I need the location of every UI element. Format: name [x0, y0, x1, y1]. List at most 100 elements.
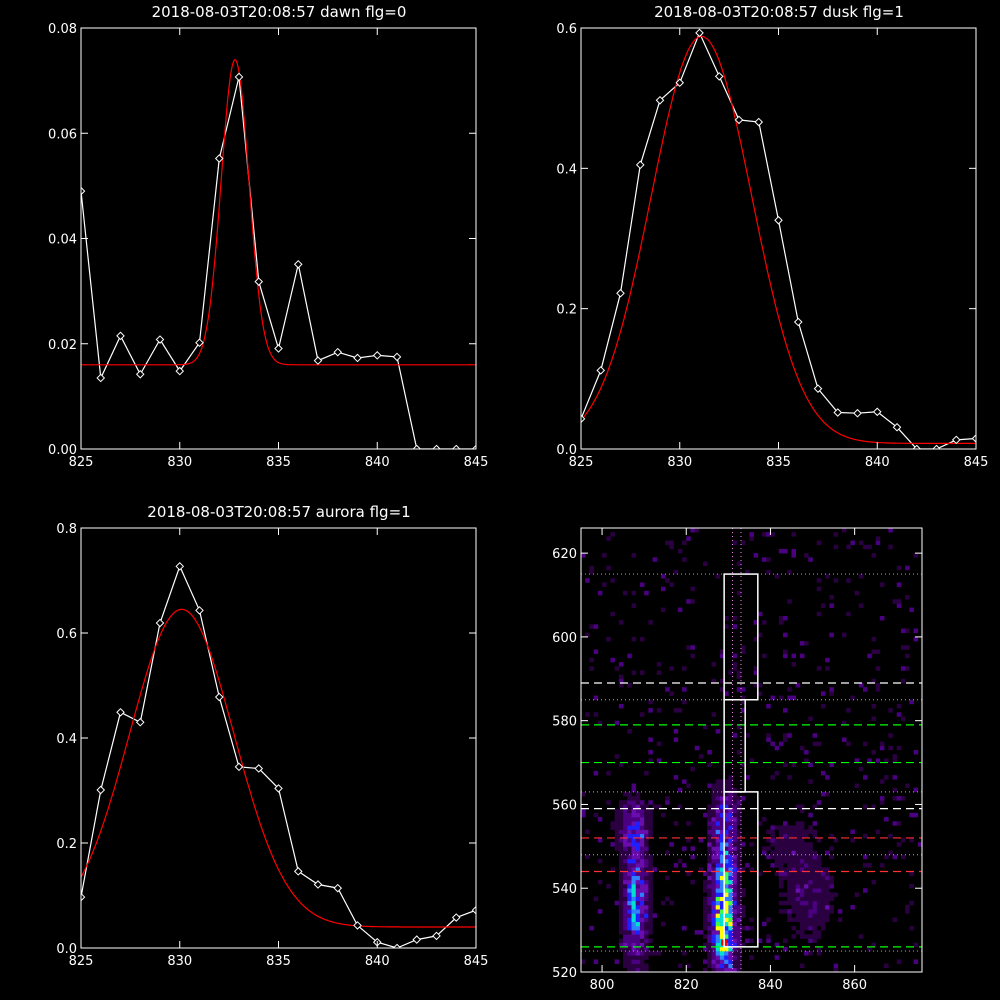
heatmap-cell [804, 867, 809, 872]
heatmap-cell [783, 938, 788, 943]
heatmap-cell [698, 754, 704, 759]
heatmap-cell [631, 917, 637, 923]
heatmap-cell [778, 867, 784, 872]
heatmap-cell [606, 565, 611, 571]
heatmap-cell [593, 624, 599, 629]
heatmap-cell [745, 925, 750, 931]
heatmap-cell [694, 930, 700, 935]
heatmap-cell [715, 871, 721, 876]
heatmap-cell [799, 842, 805, 847]
heatmap-cell [791, 879, 796, 885]
heatmap-cell [719, 829, 725, 835]
heatmap-cell [900, 796, 906, 801]
heatmap-cell [627, 904, 632, 910]
heatmap-cell [639, 925, 645, 931]
heatmap-cell [808, 854, 813, 860]
heatmap-cell [787, 733, 792, 738]
heatmap-cell [917, 842, 923, 847]
heatmap-cell [719, 842, 725, 847]
heatmap-cell [648, 833, 653, 839]
heatmap-cell [724, 837, 729, 843]
heatmap-cell [652, 951, 658, 956]
plot-area [581, 28, 976, 449]
heatmap-cell [614, 837, 620, 843]
heatmap-cell [799, 858, 805, 864]
heatmap-cell [614, 900, 620, 906]
heatmap-cell [618, 875, 624, 881]
heatmap-cell [728, 892, 733, 897]
heatmap-cell [808, 892, 813, 897]
heatmap-cell [871, 649, 876, 654]
heatmap-cell [703, 561, 708, 566]
heatmap-cell [677, 858, 683, 864]
heatmap-cell [639, 934, 645, 939]
heatmap-cell [728, 871, 733, 876]
heatmap-cell [673, 708, 679, 713]
heatmap-cell [639, 896, 645, 902]
heatmap-cell [589, 624, 594, 629]
heatmap-cell [648, 800, 653, 805]
heatmap-cell [799, 808, 805, 814]
heatmap-cell [660, 812, 666, 818]
heatmap-cell [614, 846, 620, 851]
heatmap-cell [757, 691, 763, 696]
heatmap-cell [648, 913, 653, 918]
heatmap-cell [787, 867, 792, 872]
heatmap-cell [719, 913, 725, 918]
heatmap-cell [719, 879, 725, 885]
data-point-marker [412, 935, 422, 944]
heatmap-cell [804, 904, 809, 910]
heatmap-cell [719, 825, 725, 830]
heatmap-cell [787, 863, 792, 868]
heatmap-cell [686, 599, 691, 604]
heatmap-cell [774, 842, 780, 847]
heatmap-cell [728, 938, 733, 943]
heatmap-cell [631, 670, 637, 675]
heatmap-cell [808, 884, 813, 889]
heatmap-cell [597, 720, 603, 726]
heatmap-cell [762, 817, 767, 822]
data-point-marker [471, 444, 476, 449]
heatmap-cell [749, 925, 754, 931]
data-point-marker [372, 351, 382, 360]
heatmap-cell [618, 703, 624, 709]
heatmap-cell [724, 808, 729, 814]
heatmap-cell [816, 951, 822, 956]
heatmap-cell [799, 900, 805, 906]
heatmap-cell [799, 829, 805, 835]
heatmap-cell [732, 837, 738, 843]
heatmap-cell [686, 963, 691, 969]
heatmap-cell [732, 930, 738, 935]
heatmap-cell [715, 808, 721, 814]
y-tick-label: 0.02 [48, 338, 77, 353]
heatmap-cell [719, 808, 725, 814]
heatmap-cell [724, 892, 729, 897]
heatmap-cell [736, 892, 742, 897]
heatmap-cell [618, 837, 624, 843]
heatmap-cell [875, 687, 881, 692]
heatmap-cell [715, 934, 721, 939]
heatmap-cell [618, 913, 624, 918]
heatmap-cell [639, 812, 645, 818]
heatmap-cell [808, 925, 813, 931]
heatmap-cell [660, 574, 666, 579]
heatmap-cell [593, 712, 599, 717]
heatmap-cell [715, 854, 721, 860]
heatmap-cell [644, 900, 649, 906]
heatmap-cell [791, 846, 796, 851]
heatmap-cell [820, 925, 826, 931]
heatmap-cell [644, 930, 649, 935]
heatmap-cell [808, 825, 813, 830]
heatmap-cell [728, 670, 733, 675]
heatmap-cell [715, 892, 721, 897]
heatmap-cell [804, 909, 809, 914]
heatmap-cell [766, 934, 771, 939]
heatmap-cell [732, 821, 738, 826]
heatmap-cell [825, 879, 830, 885]
heatmap-cell [631, 921, 637, 927]
heatmap-cell [715, 858, 721, 864]
heatmap-cell [719, 850, 725, 856]
heatmap-cell [820, 691, 826, 696]
heatmap-cell [808, 716, 813, 721]
heatmap-cell [656, 951, 662, 956]
